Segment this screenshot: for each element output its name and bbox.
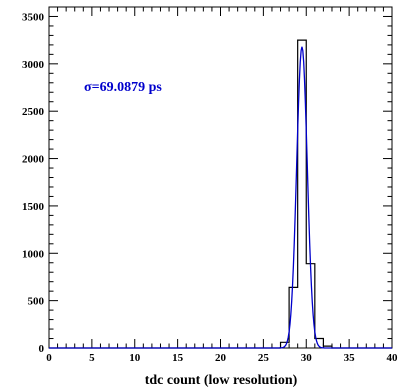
x-tick-label: 15 [172, 352, 184, 364]
x-tick-label: 0 [46, 352, 52, 364]
x-tick-label: 35 [344, 352, 356, 364]
sigma-annotation: σ=69.0879 ps [84, 80, 162, 95]
x-tick-label: 30 [301, 352, 313, 364]
y-tick-label: 1500 [22, 201, 45, 213]
y-tick-label: 500 [28, 296, 45, 308]
y-tick-label: 3000 [22, 59, 45, 71]
y-tick-label: 2000 [22, 154, 45, 166]
x-tick-label: 20 [215, 352, 227, 364]
y-tick-label: 1000 [22, 248, 45, 260]
x-tick-label: 25 [258, 352, 270, 364]
y-tick-label: 3500 [22, 11, 45, 23]
gaussian-fit-curve [49, 46, 392, 349]
x-tick-label: 10 [129, 352, 141, 364]
y-tick-label: 2500 [22, 106, 45, 118]
x-tick-label: 5 [89, 352, 95, 364]
plot-frame [48, 6, 393, 349]
x-tick-label: 40 [387, 352, 399, 364]
x-axis-title: tdc count (low resolution) [145, 373, 298, 388]
y-tick-label: 0 [39, 343, 45, 355]
